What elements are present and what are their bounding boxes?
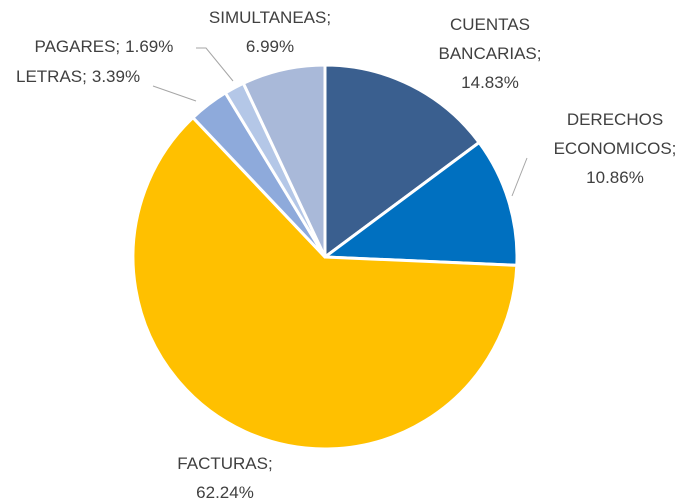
value-label: 14.83%: [461, 73, 519, 92]
value-label: 10.86%: [586, 168, 644, 187]
value-label: 62.24%: [196, 483, 254, 502]
category-label: FACTURAS;: [177, 454, 273, 473]
data-label: CUENTAS BANCARIAS; 14.83%: [435, 10, 545, 97]
category-label: PAGARES;: [34, 37, 121, 56]
category-label: LETRAS;: [16, 67, 87, 86]
data-label: LETRAS; 3.39%: [16, 62, 140, 91]
data-label: FACTURAS; 62.24%: [165, 449, 285, 503]
data-label: PAGARES; 1.69%: [35, 32, 174, 61]
leader-line: [152, 85, 197, 102]
category-label: DERECHOS ECONOMICOS;: [553, 110, 677, 158]
value-label: 6.99%: [245, 37, 295, 56]
leader-line: [511, 157, 528, 197]
leader-line: [196, 47, 234, 82]
data-label: DERECHOS ECONOMICOS; 10.86%: [540, 105, 689, 192]
pie-slice: [131, 116, 519, 451]
pie-slice: [323, 140, 519, 267]
data-label: SIMULTANEAS; 6.99%: [195, 3, 345, 61]
pie-slice: [241, 63, 327, 259]
category-label: CUENTAS BANCARIAS;: [438, 15, 542, 63]
pie-slice: [323, 63, 481, 259]
category-label: SIMULTANEAS;: [208, 8, 332, 27]
value-label: 3.39%: [91, 67, 141, 86]
value-label: 1.69%: [125, 37, 174, 56]
